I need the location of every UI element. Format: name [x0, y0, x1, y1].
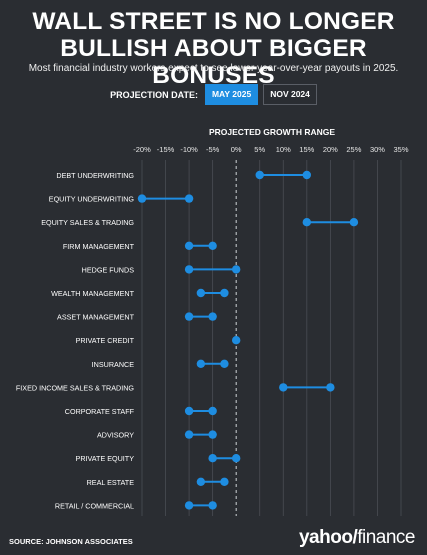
range-low-point [196, 288, 206, 298]
range-low-point [196, 359, 206, 368]
category-label: FIRM MANAGEMENT [63, 242, 135, 251]
category-label: EQUITY UNDERWRITING [49, 195, 135, 204]
projection-option-nov-2024[interactable]: NOV 2024 [263, 84, 317, 105]
x-tick-label: 15% [299, 145, 314, 154]
range-low-point [302, 218, 312, 227]
range-low-point [231, 336, 241, 345]
category-label: ADVISORY [97, 431, 134, 440]
range-high-point [220, 288, 229, 298]
category-label: REAL ESTATE [87, 478, 135, 487]
range-high-point [208, 501, 217, 510]
range-low-point [255, 170, 264, 180]
range-high-point [208, 241, 217, 250]
x-tick-label: -20% [133, 145, 151, 154]
range-low-point [208, 454, 217, 463]
range-high-point [231, 265, 241, 274]
category-label: INSURANCE [92, 360, 135, 369]
x-tick-label: -5% [206, 145, 220, 154]
range-high-point [220, 359, 229, 368]
source-note: SOURCE: JOHNSON ASSOCIATES [9, 537, 133, 546]
yahoo-finance-logo: yahoo/finance [298, 527, 416, 549]
category-label: WEALTH MANAGEMENT [51, 289, 135, 298]
category-label: CORPORATE STAFF [65, 407, 135, 416]
x-tick-label: 10% [276, 145, 291, 154]
logo-slash: / [352, 527, 358, 548]
range-high-point [208, 430, 217, 439]
category-label: HEDGE FUNDS [82, 265, 135, 274]
range-high-point [208, 312, 217, 321]
range-high-point [208, 406, 217, 416]
x-tick-label: 0% [231, 145, 242, 154]
range-low-point [279, 383, 288, 392]
range-high-point [349, 218, 359, 227]
projection-option-may-2025[interactable]: MAY 2025 [204, 84, 259, 105]
range-low-point [184, 241, 194, 250]
x-tick-label: 20% [323, 145, 338, 154]
category-label: RETAIL / COMMERCIAL [55, 501, 134, 510]
x-tick-label: 5% [254, 145, 265, 154]
dumbbell-chart: PROJECTED GROWTH RANGE -20% -15% -10% -5% 0% 5… [16, 127, 409, 516]
category-label: FIXED INCOME SALES & TRADING [16, 383, 134, 392]
axis-title: PROJECTED GROWTH RANGE [209, 127, 335, 137]
range-low-point [137, 194, 147, 203]
x-tick-label: -15% [157, 145, 175, 154]
range-low-point [184, 312, 194, 321]
projection-date-selector: PROJECTION DATE: MAY 2025 NOV 2024 [0, 84, 427, 105]
category-label: DEBT UNDERWRITING [56, 171, 134, 180]
range-high-point [302, 170, 312, 180]
range-low-point [184, 406, 194, 416]
chart-subtitle: Most financial industry workers expect t… [28, 63, 399, 74]
title-line-1: WALL STREET IS NO LONGER [32, 8, 395, 35]
range-high-point [220, 477, 229, 486]
range-high-point [184, 194, 194, 203]
range-low-point [184, 430, 194, 439]
projection-date-label: PROJECTION DATE: [110, 89, 198, 100]
category-label: PRIVATE CREDIT [76, 336, 135, 345]
category-label: ASSET MANAGEMENT [57, 313, 135, 322]
chart-title: WALL STREET IS NO LONGER BULLISH ABOUT B… [0, 8, 427, 89]
logo-finance: finance [357, 527, 415, 548]
category-label: EQUITY SALES & TRADING [41, 218, 134, 227]
logo-yahoo: yahoo [298, 527, 353, 548]
x-tick-label: 30% [370, 145, 385, 154]
category-label: PRIVATE EQUITY [76, 454, 135, 463]
range-low-point [184, 265, 194, 274]
x-tick-label: 35% [393, 145, 408, 154]
range-high-point [231, 454, 241, 463]
title-line-2: BULLISH ABOUT BIGGER BONUSES [60, 35, 367, 89]
x-tick-label: -10% [180, 145, 198, 154]
range-low-point [184, 501, 194, 510]
range-low-point [196, 477, 206, 486]
x-tick-label: 25% [346, 145, 361, 154]
range-high-point [326, 383, 335, 392]
